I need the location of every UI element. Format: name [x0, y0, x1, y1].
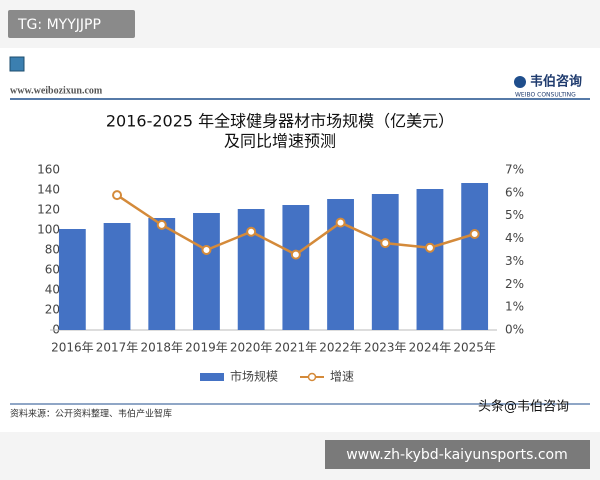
y2-tick-label: 6%	[505, 185, 524, 199]
line-point	[380, 238, 391, 249]
x-tick-label: 2019年	[185, 341, 228, 355]
y-tick-label: 40	[45, 283, 60, 297]
logo: 韦伯咨询	[530, 74, 582, 90]
legend-swatch	[307, 372, 317, 382]
bar	[58, 229, 86, 330]
footer-box	[325, 440, 590, 469]
line-point	[290, 249, 301, 260]
x-tick-label: 2024年	[409, 341, 452, 355]
y2-tick-label: 7%	[505, 163, 524, 177]
y-tick-label: 120	[37, 203, 60, 217]
y2-tick-label: 5%	[505, 208, 524, 222]
line-point	[112, 190, 123, 201]
footer-url: www.zh-kybd-kaiyunsports.com	[346, 447, 568, 463]
x-tick-label: 2025年	[453, 341, 496, 355]
y-tick-label: 60	[45, 263, 60, 277]
y-tick-label: 160	[37, 163, 60, 177]
x-tick-label: 2023年	[364, 341, 407, 355]
tag: TG: MYYJJPP	[17, 17, 101, 33]
bar	[103, 223, 131, 330]
x-tick-label: 2016年	[51, 341, 94, 355]
bar	[461, 183, 489, 330]
line-point	[156, 219, 167, 230]
icon	[9, 56, 25, 72]
line-point	[246, 226, 257, 237]
bar	[193, 213, 220, 330]
y-tick-label: 20	[45, 303, 60, 317]
y2-tick-label: 0%	[505, 323, 524, 337]
line-point	[335, 217, 346, 228]
x-tick-label: 2021年	[275, 341, 318, 355]
site: www.weibozixun.com	[10, 85, 103, 96]
y-tick-label: 80	[45, 243, 60, 257]
line-point	[424, 242, 435, 253]
logo-sub: WEIBO CONSULTING	[515, 92, 576, 99]
chart-subtitle: 及同比增速预测	[224, 132, 336, 151]
y-tick-label: 140	[37, 183, 60, 197]
plot: 0204060801001201401600%1%2%3%4%5%6%7%201…	[37, 163, 524, 384]
bar	[148, 218, 176, 330]
tag-box	[8, 10, 135, 38]
legend-label: 市场规模	[230, 369, 278, 384]
chart-title: 2016-2025 年全球健身器材市场规模（亿美元）	[106, 112, 454, 131]
byline: 头条@韦伯咨询	[478, 399, 569, 415]
line-point	[469, 229, 480, 239]
source: 资料来源：公开资料整理、韦伯产业智库	[10, 408, 172, 420]
y2-tick-label: 4%	[505, 231, 524, 245]
y2-tick-label: 2%	[505, 277, 524, 291]
x-tick-label: 2018年	[140, 341, 183, 355]
x-tick-label: 2020年	[230, 341, 273, 355]
line-point	[201, 245, 212, 255]
logo-mark	[514, 76, 526, 88]
legend-swatch	[200, 373, 224, 381]
y-tick-label: 100	[37, 223, 60, 237]
bar	[416, 189, 444, 330]
y2-tick-label: 1%	[505, 300, 524, 314]
y2-tick-label: 3%	[505, 254, 524, 268]
legend-label: 增速	[330, 370, 354, 384]
x-tick-label: 2017年	[96, 341, 139, 355]
bar	[282, 205, 310, 330]
x-tick-label: 2022年	[319, 341, 362, 355]
bar	[371, 194, 399, 330]
